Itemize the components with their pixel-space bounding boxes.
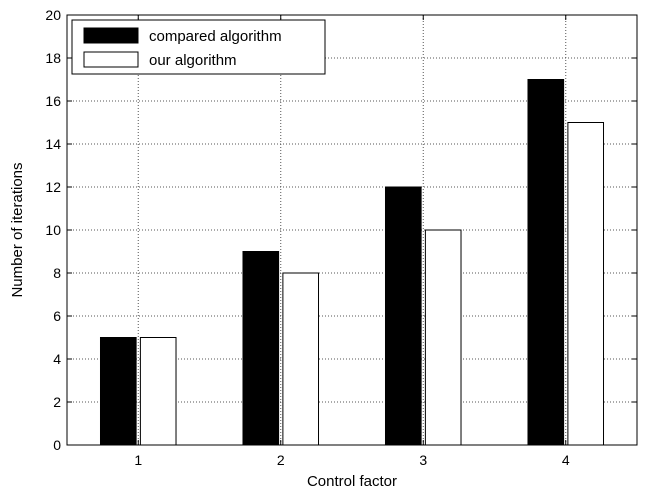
y-tick-label: 4 [53, 351, 61, 367]
x-axis-label: Control factor [307, 473, 397, 490]
y-tick-label: 16 [45, 93, 61, 109]
x-tick-label: 2 [277, 452, 285, 468]
legend-swatch [83, 27, 139, 44]
bar-ours-2 [282, 272, 320, 446]
bar-ours-3 [424, 229, 462, 446]
y-tick-label: 14 [45, 136, 61, 152]
x-tick-label: 3 [419, 452, 427, 468]
bar-ours-4 [567, 122, 605, 446]
bar-compared-4 [527, 79, 565, 446]
x-tick-label: 1 [134, 452, 142, 468]
x-tick-label: 4 [562, 452, 570, 468]
y-tick-label: 8 [53, 265, 61, 281]
y-tick-label: 18 [45, 50, 61, 66]
y-tick-label: 10 [45, 222, 61, 238]
legend-swatch [83, 51, 139, 68]
legend-label: compared algorithm [149, 28, 282, 45]
bar-compared-3 [384, 186, 422, 446]
y-tick-label: 12 [45, 179, 61, 195]
y-tick-label: 6 [53, 308, 61, 324]
y-tick-label: 0 [53, 437, 61, 453]
y-tick-label: 2 [53, 394, 61, 410]
legend-label: our algorithm [149, 52, 237, 69]
y-axis-label: Number of iterations [9, 162, 26, 297]
bar-ours-1 [139, 337, 177, 446]
bar-compared-2 [242, 251, 280, 446]
y-tick-label: 20 [45, 7, 61, 23]
legend: compared algorithm our algorithm [71, 19, 326, 75]
bar-compared-1 [99, 337, 137, 446]
bars [99, 79, 605, 446]
